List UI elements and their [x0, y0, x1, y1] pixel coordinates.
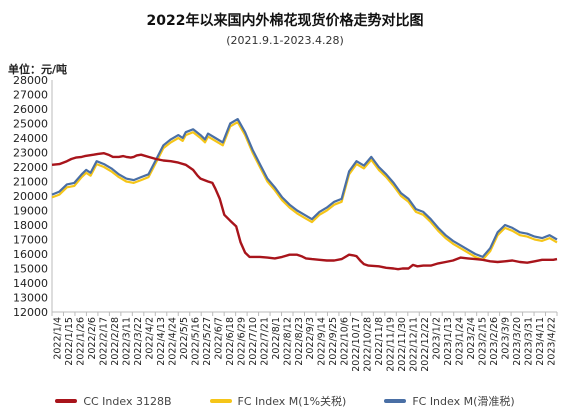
x-tick-label: 2023/4/22	[546, 317, 557, 366]
y-tick-label: 26000	[13, 103, 48, 116]
x-tick-label: 2023/2/26	[489, 317, 500, 366]
y-tick-label: 24000	[13, 132, 48, 145]
x-tick-label: 2022/7/21	[259, 317, 270, 366]
x-tick-label: 2022/8/23	[294, 317, 305, 366]
x-tick-label: 2022/3/11	[122, 317, 133, 366]
x-tick-label: 2022/4/13	[156, 317, 167, 366]
y-tick-label: 12000	[13, 306, 48, 319]
x-tick-label: 2022/7/10	[248, 317, 259, 366]
x-tick-label: 2022/4/2	[145, 317, 156, 360]
x-tick-label: 2023/3/20	[512, 317, 523, 366]
x-tick-label: 2023/1/24	[454, 317, 465, 366]
y-tick-label: 20000	[13, 190, 48, 203]
x-tick-label: 2023/2/4	[466, 317, 477, 360]
x-tick-label: 2022/9/3	[305, 317, 316, 360]
y-tick-label: 19000	[13, 205, 48, 218]
legend-label-fc-index-sliding: FC Index M(滑准税)	[412, 395, 515, 408]
y-tick-label: 27000	[13, 89, 48, 102]
y-tick-label: 25000	[13, 118, 48, 131]
x-tick-label: 2023/4/11	[535, 317, 546, 366]
x-tick-label: 2022/1/4	[53, 317, 64, 360]
legend-item-cc-index: CC Index 3128B	[55, 393, 172, 409]
x-tick-label: 2022/2/28	[110, 317, 121, 366]
series-line-cc-index	[51, 152, 558, 271]
x-tick-label: 2022/4/24	[168, 317, 179, 366]
x-tick-label: 2023/3/31	[523, 317, 534, 366]
series-line-fc-index-1pct	[51, 121, 558, 261]
y-tick-label: 23000	[13, 147, 48, 160]
legend: CC Index 3128B FC Index M(1%关税) FC Index…	[0, 393, 570, 409]
x-tick-label: 2022/5/27	[202, 317, 213, 366]
x-tick-label: 2022/6/7	[213, 317, 224, 360]
y-tick-label: 22000	[13, 161, 48, 174]
chart-subtitle: (2021.9.1-2023.4.28)	[226, 34, 344, 47]
y-tick-label: 16000	[13, 248, 48, 261]
y-tick-label: 18000	[13, 219, 48, 232]
x-tick-label: 2022/2/17	[99, 317, 110, 366]
x-tick-label: 2022/1/15	[64, 317, 75, 366]
x-tick-label: 2022/8/12	[282, 317, 293, 366]
y-tick-label: 17000	[13, 234, 48, 247]
x-tick-label: 2022/11/19	[386, 317, 397, 372]
x-tick-label: 2022/12/11	[409, 317, 420, 372]
x-tick-label: 2022/9/25	[328, 317, 339, 366]
y-tick-label: 15000	[13, 263, 48, 276]
x-tick-label: 2022/8/1	[271, 317, 282, 360]
x-tick-label: 2022/9/14	[317, 317, 328, 366]
x-tick-label: 2022/10/17	[351, 317, 362, 372]
x-tick-label: 2022/6/18	[225, 317, 236, 366]
chart-title: 2022年以来国内外棉花现货价格走势对比图	[146, 13, 424, 29]
x-tick-label: 2023/1/2	[431, 317, 442, 360]
y-tick-label: 14000	[13, 277, 48, 290]
x-tick-label: 2022/6/29	[236, 317, 247, 366]
x-tick-label: 2022/5/5	[179, 317, 190, 360]
legend-swatch-cc-index	[55, 399, 78, 403]
x-tick-label: 2022/10/28	[363, 317, 374, 372]
x-tick-label: 2022/2/6	[87, 317, 98, 360]
x-tick-label: 2023/2/15	[477, 317, 488, 366]
legend-item-fc-index-sliding: FC Index M(滑准税)	[384, 393, 515, 409]
x-tick-label: 2022/12/22	[420, 317, 431, 372]
legend-item-fc-index-1pct: FC Index M(1%关税)	[209, 393, 347, 409]
y-tick-label: 21000	[13, 176, 48, 189]
legend-swatch-fc-index-sliding	[384, 399, 407, 403]
x-tick-label: 2023/1/13	[443, 317, 454, 366]
x-tick-label: 2022/11/8	[374, 317, 385, 366]
legend-swatch-fc-index-1pct	[209, 399, 232, 403]
legend-label-cc-index: CC Index 3128B	[83, 394, 172, 408]
legend-label-fc-index-1pct: FC Index M(1%关税)	[237, 395, 347, 408]
x-tick-label: 2022/5/16	[190, 317, 201, 366]
series-line-fc-index-sliding	[51, 118, 558, 258]
x-tick-label: 2023/3/9	[500, 317, 511, 360]
x-tick-label: 2022/3/22	[133, 317, 144, 366]
x-tick-label: 2022/10/6	[340, 317, 351, 366]
y-tick-label: 13000	[13, 292, 48, 305]
x-tick-label: 2022/11/30	[397, 317, 408, 372]
x-tick-label: 2022/1/26	[76, 317, 87, 366]
unit-label: 单位：元/吨	[8, 63, 68, 76]
y-tick-label: 28000	[13, 74, 48, 87]
